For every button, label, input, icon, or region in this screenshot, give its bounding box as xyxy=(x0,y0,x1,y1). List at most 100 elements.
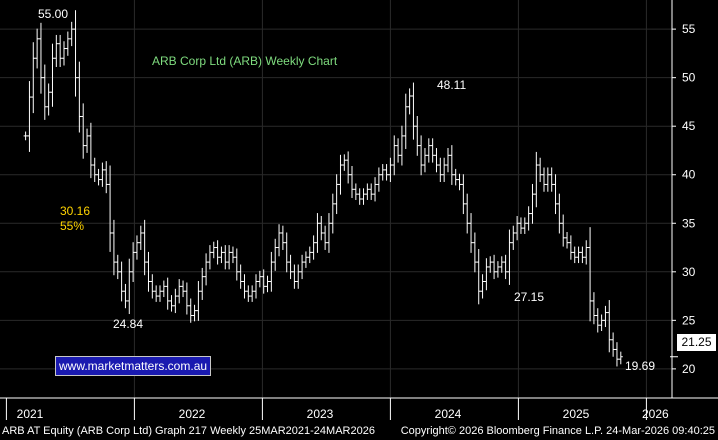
retracement-level: 30.16 xyxy=(60,204,90,218)
ohlc-bar xyxy=(553,174,558,215)
ohlc-bar xyxy=(88,122,93,179)
ohlc-bar xyxy=(158,285,162,302)
ohlc-bar xyxy=(396,138,401,163)
ohlc-bar xyxy=(269,251,274,292)
ohlc-bar xyxy=(42,64,47,120)
ohlc-bar xyxy=(476,248,481,305)
x-tick-label: 2023 xyxy=(307,407,334,421)
footer-security-info: ARB AT Equity (ARB Corp Ltd) Graph 217 W… xyxy=(2,425,375,437)
ohlc-bar xyxy=(223,245,228,270)
annotation-low-2025: 27.15 xyxy=(514,290,544,304)
ohlc-bar xyxy=(73,10,78,97)
ohlc-bar xyxy=(591,292,596,325)
ohlc-bar xyxy=(273,238,278,271)
ohlc-bar xyxy=(588,227,593,322)
ohlc-bar xyxy=(399,125,404,166)
ohlc-bar xyxy=(438,157,443,183)
ohlc-bar xyxy=(595,308,600,333)
ohlc-bar xyxy=(388,157,393,183)
ohlc-bar xyxy=(373,177,378,202)
ohlc-bar xyxy=(261,269,266,294)
ohlc-bar xyxy=(542,167,546,192)
ohlc-bar xyxy=(138,225,143,250)
x-axis: 2021 2022 2023 2024 2025 2026 xyxy=(0,397,718,421)
ohlc-bar xyxy=(357,188,362,205)
ohlc-bar xyxy=(27,81,32,152)
ohlc-bar xyxy=(188,298,193,323)
ohlc-bar xyxy=(181,280,186,298)
y-axis: 20 25 30 35 40 45 50 55 xyxy=(670,0,696,398)
ohlc-bar xyxy=(165,277,170,310)
ohlc-bar xyxy=(518,217,523,234)
ohlc-bar xyxy=(127,258,132,315)
ohlc-bar xyxy=(254,274,258,299)
ohlc-bar xyxy=(534,151,539,208)
ohlc-bar xyxy=(200,267,205,300)
ohlc-bar xyxy=(192,304,197,322)
ohlc-bar xyxy=(150,274,155,299)
ohlc-bar xyxy=(219,246,224,264)
ohlc-bar xyxy=(207,245,212,270)
ohlc-bar xyxy=(134,235,139,260)
ohlc-bar xyxy=(599,314,604,332)
y-tick-label: 50 xyxy=(682,71,696,85)
ohlc-bar xyxy=(488,256,493,273)
ohlc-bar xyxy=(538,157,543,183)
ohlc-bar xyxy=(499,256,504,273)
ohlc-bar xyxy=(430,138,435,163)
ohlc-bar xyxy=(65,31,70,56)
ohlc-bar xyxy=(365,183,370,200)
ohlc-bar xyxy=(568,235,573,260)
ohlc-bar xyxy=(549,167,554,192)
ohlc-bar xyxy=(495,261,500,278)
ohlc-bar xyxy=(300,254,305,280)
ohlc-bar xyxy=(469,213,474,253)
ohlc-bar xyxy=(530,183,535,224)
y-tick-label: 40 xyxy=(682,168,696,182)
watermark-link[interactable]: www.marketmatters.com.au xyxy=(55,356,212,376)
ohlc-bar xyxy=(557,193,562,234)
grid xyxy=(0,0,672,398)
annotation-low-2026: 19.69 xyxy=(625,359,655,373)
y-tick-label: 55 xyxy=(682,22,696,36)
ohlc-bar xyxy=(227,245,232,270)
ohlc-bar xyxy=(484,258,489,291)
ohlc-bar xyxy=(204,253,209,286)
ohlc-bar xyxy=(292,264,297,289)
ohlc-bar xyxy=(515,215,520,241)
ohlc-bar xyxy=(96,168,101,186)
y-tick-label: 30 xyxy=(682,265,696,279)
ohlc-bar xyxy=(46,83,51,116)
ohlc-bar xyxy=(480,274,485,299)
ohlc-bar xyxy=(38,22,43,94)
ohlc-bar xyxy=(115,254,120,280)
ohlc-bar xyxy=(177,279,182,304)
ohlc-bar xyxy=(315,213,320,253)
ohlc-bar xyxy=(461,174,466,215)
ohlc-bar xyxy=(572,246,577,264)
ohlc-bar xyxy=(584,240,589,265)
ohlc-bar xyxy=(403,93,408,150)
ohlc-bar xyxy=(449,145,454,185)
ohlc-bar xyxy=(453,168,458,186)
ohlc-bar xyxy=(62,41,66,66)
ohlc-bar xyxy=(603,305,608,328)
ohlc-bar xyxy=(350,165,354,199)
ohlc-bar xyxy=(284,232,289,273)
ohlc-bar xyxy=(465,193,470,234)
x-tick-label: 2026 xyxy=(642,407,669,421)
ohlc-bar xyxy=(234,248,239,281)
ohlc-bar xyxy=(146,251,151,292)
ohlc-bar xyxy=(369,183,374,200)
x-tick-label: 2021 xyxy=(17,407,44,421)
ohlc-bar xyxy=(311,235,316,260)
footer-copyright: Copyright© 2026 Bloomberg Finance L.P. 2… xyxy=(400,425,715,437)
footer-bar: ARB AT Equity (ARB Corp Ltd) Graph 217 W… xyxy=(0,423,718,440)
ohlc-bar xyxy=(392,135,397,176)
ohlc-bar xyxy=(307,246,312,264)
ohlc-bar xyxy=(353,183,358,200)
ohlc-bar xyxy=(361,188,366,205)
ohlc-bar xyxy=(100,162,105,187)
